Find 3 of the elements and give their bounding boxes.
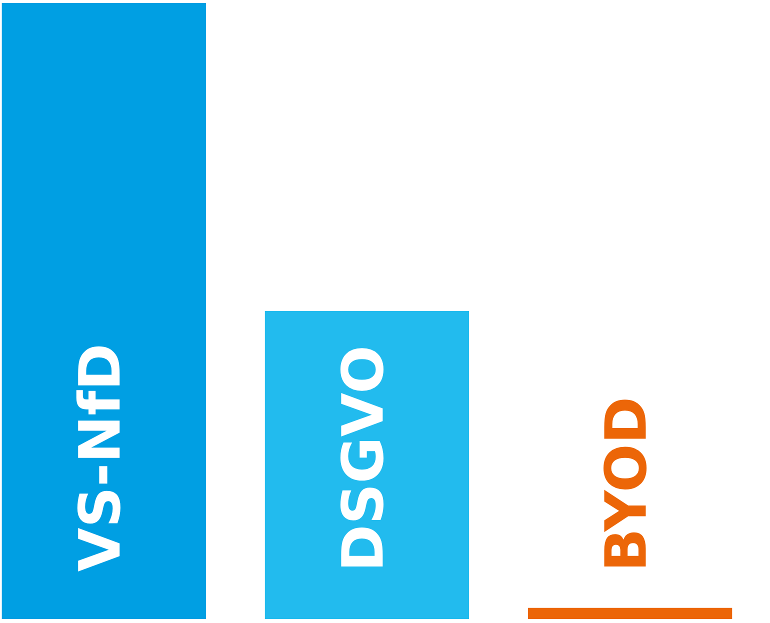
x-tick-label: DSGVO: [340, 348, 384, 567]
x-tick-label: VS-NfD: [76, 346, 120, 572]
x-tick-label: BYOD: [603, 400, 647, 567]
